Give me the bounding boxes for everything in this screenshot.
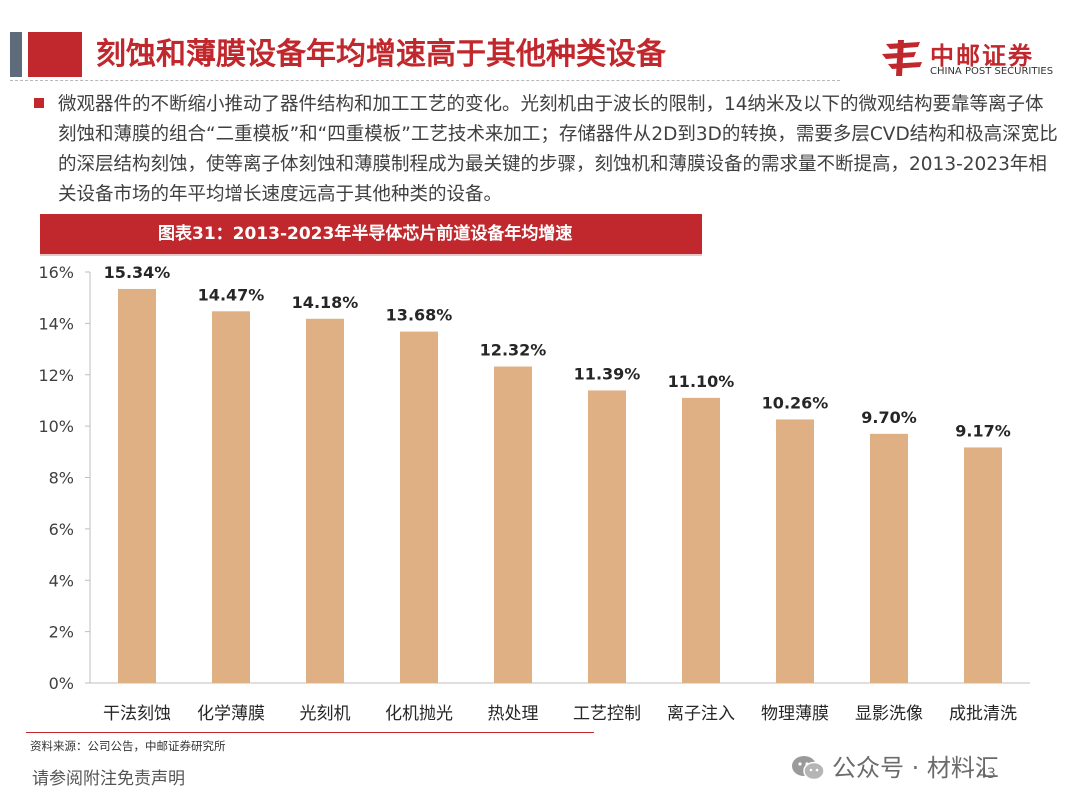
x-tick-label: 化机抛光 [385,704,453,724]
y-tick-label: 4% [49,571,74,590]
china-post-logo-icon [882,40,922,76]
wechat-account-name: 公众号 · 材料汇 [832,754,999,782]
bar [776,419,814,683]
bar [118,288,156,683]
page-title: 刻蚀和薄膜设备年均增速高于其他种类设备 [96,37,666,72]
data-label: 9.70% [861,408,917,427]
bar [494,366,532,683]
source-divider [26,732,594,733]
bar [400,331,438,683]
x-tick-label: 热处理 [488,704,539,724]
header-accent-red [28,32,82,77]
company-logo: 中邮证券 CHINA POST SECURITIES [880,36,1055,80]
chart-title: 图表31：2013-2023年半导体芯片前道设备年均增速 [40,214,702,254]
logo-text-cn: 中邮证券 [930,42,1034,70]
y-tick-label: 2% [49,623,74,642]
bullet-square [34,98,44,108]
x-tick-label: 光刻机 [300,704,351,724]
bar [870,433,908,683]
source-note: 资料来源：公司公告，中邮证券研究所 [30,739,226,753]
data-label: 9.17% [955,421,1011,440]
wechat-icon [792,756,825,781]
bar [682,397,720,683]
bar-chart: 0% 2% 4% 6% 8% 10% 12% 14% 16% 15.34% 干法刻蚀 14.47% 化学… [38,263,1030,724]
data-label: 12.32% [480,341,547,360]
header-accent-gray [10,32,22,77]
data-label: 11.39% [574,364,641,383]
x-tick-label: 显影洗像 [855,704,923,724]
y-tick-label: 8% [49,469,74,488]
bar [212,311,250,683]
x-tick-label: 物理薄膜 [761,704,829,724]
bar [964,447,1002,683]
y-tick-label: 6% [49,520,74,539]
y-tick-label: 12% [38,366,74,385]
data-label: 11.10% [668,372,735,391]
x-tick-label: 成批清洗 [949,704,1017,724]
header-divider [10,80,840,81]
data-label: 15.34% [104,263,171,282]
y-tick-label: 0% [49,674,74,693]
x-tick-label: 离子注入 [667,704,735,724]
y-tick-label: 10% [38,417,74,436]
data-label: 14.47% [198,285,265,304]
x-tick-label: 干法刻蚀 [103,704,171,724]
logo-text-en: CHINA POST SECURITIES [930,66,1054,77]
bar [306,318,344,683]
data-label: 14.18% [292,293,359,312]
bar [588,390,626,683]
disclaimer-text: 请参阅附注免责声明 [32,769,185,789]
page-number: 43 [978,766,996,782]
x-tick-label: 工艺控制 [573,704,641,724]
y-tick-label: 16% [38,263,74,282]
chart-title-underline [40,254,702,256]
y-tick-label: 14% [38,314,74,333]
intro-paragraph: 微观器件的不断缩小推动了器件结构和加工工艺的变化。光刻机由于波长的限制，14纳米… [58,94,1058,205]
data-label: 13.68% [386,306,453,325]
x-tick-label: 化学薄膜 [197,704,265,724]
data-label: 10.26% [762,393,829,412]
